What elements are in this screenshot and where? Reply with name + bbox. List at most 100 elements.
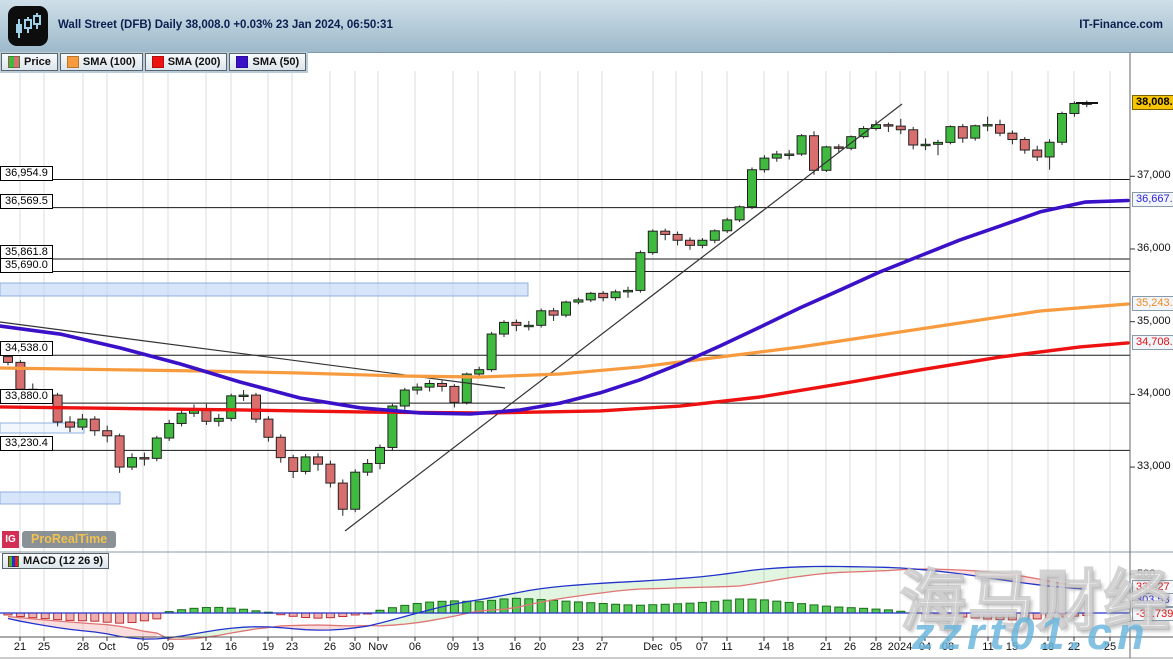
candle-body bbox=[722, 219, 733, 232]
candle-body bbox=[65, 421, 75, 428]
macd-histogram-bar bbox=[499, 598, 509, 614]
prorealtime-logo: ProRealTime bbox=[22, 531, 117, 548]
price-candles-icon bbox=[8, 56, 20, 68]
macd-histogram-bar bbox=[115, 612, 125, 624]
macd-histogram-bar bbox=[102, 612, 112, 623]
candle-body bbox=[697, 239, 708, 246]
macd-histogram-bar bbox=[561, 600, 571, 614]
macd-histogram-bar bbox=[152, 612, 162, 620]
tab-sma200[interactable]: SMA (200) bbox=[144, 53, 228, 71]
macd-histogram-bar bbox=[77, 612, 87, 622]
macd-histogram-bar bbox=[325, 612, 335, 619]
macd-histogram-bar bbox=[511, 597, 521, 614]
macd-histogram-bar bbox=[970, 612, 980, 619]
candle-body bbox=[548, 310, 559, 316]
candle-body bbox=[226, 395, 237, 419]
macd-signal-line bbox=[7, 568, 1087, 640]
macd-histogram-bar bbox=[201, 607, 211, 614]
ig-logo: IG bbox=[2, 531, 19, 548]
candle-body bbox=[709, 230, 720, 241]
red-swatch-icon bbox=[151, 56, 164, 68]
candle-body bbox=[300, 456, 311, 472]
macd-histogram-bar bbox=[759, 599, 769, 614]
candle-body bbox=[3, 356, 13, 363]
macd-histogram-bar bbox=[28, 612, 38, 619]
title-bar: Wall Street (DFB) Daily 38,008.0 +0.03% … bbox=[0, 0, 1173, 53]
macd-histogram-bar bbox=[313, 612, 323, 619]
macd-histogram-bar bbox=[834, 606, 844, 614]
macd-histogram-bar bbox=[400, 604, 410, 614]
candle-body bbox=[623, 289, 633, 293]
candle-body bbox=[89, 418, 100, 432]
macd-histogram-bar bbox=[958, 612, 968, 618]
candle-body bbox=[486, 333, 497, 371]
candle-body bbox=[263, 418, 274, 438]
candle-body bbox=[424, 382, 435, 388]
macd-histogram-bar bbox=[65, 612, 75, 621]
candle-body bbox=[1007, 132, 1018, 140]
candle-body bbox=[164, 422, 175, 439]
candle-body bbox=[362, 462, 373, 473]
macd-histogram-bar bbox=[611, 603, 621, 614]
tab-price[interactable]: Price bbox=[1, 53, 58, 71]
candle-body bbox=[15, 361, 26, 390]
tab-sma50[interactable]: SMA (50) bbox=[229, 53, 307, 71]
candle-body bbox=[796, 135, 807, 155]
candle-body bbox=[375, 446, 385, 464]
candle-body bbox=[139, 457, 150, 460]
candle-body bbox=[536, 310, 547, 326]
macd-histogram-bar bbox=[697, 601, 707, 614]
macd-histogram-bar bbox=[586, 602, 596, 614]
candle-body bbox=[288, 457, 299, 472]
tab-sma100[interactable]: SMA (100) bbox=[59, 53, 143, 71]
macd-histogram-bar bbox=[127, 612, 137, 624]
candle-body bbox=[387, 405, 398, 448]
candle-body bbox=[1057, 112, 1067, 143]
macd-histogram-bar bbox=[1007, 612, 1017, 621]
candle-body bbox=[523, 324, 534, 328]
candle-body bbox=[809, 135, 819, 171]
candle-body bbox=[920, 143, 931, 147]
itfinance-brand: IT-Finance.com bbox=[1079, 19, 1163, 31]
candle-body bbox=[672, 233, 683, 241]
candle-body bbox=[213, 417, 224, 422]
tab-macd[interactable]: MACD (12 26 9) bbox=[2, 553, 110, 569]
highlight-band bbox=[0, 491, 121, 505]
macd-histogram-bar bbox=[722, 599, 732, 614]
macd-histogram-bar bbox=[90, 612, 100, 622]
candle-body bbox=[821, 146, 832, 171]
candle-body bbox=[151, 437, 162, 459]
macd-histogram-bar bbox=[673, 603, 683, 614]
candle-body bbox=[238, 394, 249, 398]
macd-histogram-bar bbox=[821, 605, 831, 614]
macd-histogram-bar bbox=[685, 602, 695, 614]
candle-body bbox=[437, 382, 447, 387]
candle-body bbox=[883, 124, 894, 127]
macd-histogram-bar bbox=[623, 604, 633, 614]
candle-body bbox=[685, 239, 695, 246]
candle-body bbox=[908, 129, 919, 146]
macd-histogram-bar bbox=[1032, 612, 1042, 620]
macd-histogram-bar bbox=[809, 604, 819, 614]
macd-histogram-bar bbox=[1045, 612, 1055, 619]
macd-histogram-bar bbox=[412, 602, 422, 614]
orange-swatch-icon bbox=[66, 56, 79, 68]
candle-body bbox=[350, 471, 361, 510]
macd-histogram-bar bbox=[784, 601, 794, 614]
candle-body bbox=[337, 482, 348, 510]
macd-histogram-bar bbox=[797, 603, 807, 614]
macd-histogram-bar bbox=[573, 601, 583, 614]
macd-histogram-bar bbox=[189, 607, 199, 614]
candle-body bbox=[176, 412, 187, 424]
candle-body bbox=[734, 206, 745, 221]
macd-histogram-bar bbox=[53, 612, 63, 621]
macd-histogram-bar bbox=[635, 604, 645, 614]
candle-body bbox=[945, 126, 956, 143]
candle-body bbox=[561, 301, 571, 316]
macd-histogram-bar bbox=[747, 598, 757, 614]
macd-histogram-bar bbox=[735, 598, 745, 614]
candle-body bbox=[995, 124, 1005, 134]
trendline bbox=[344, 103, 903, 532]
tab-sma200-label: SMA (200) bbox=[167, 56, 221, 68]
